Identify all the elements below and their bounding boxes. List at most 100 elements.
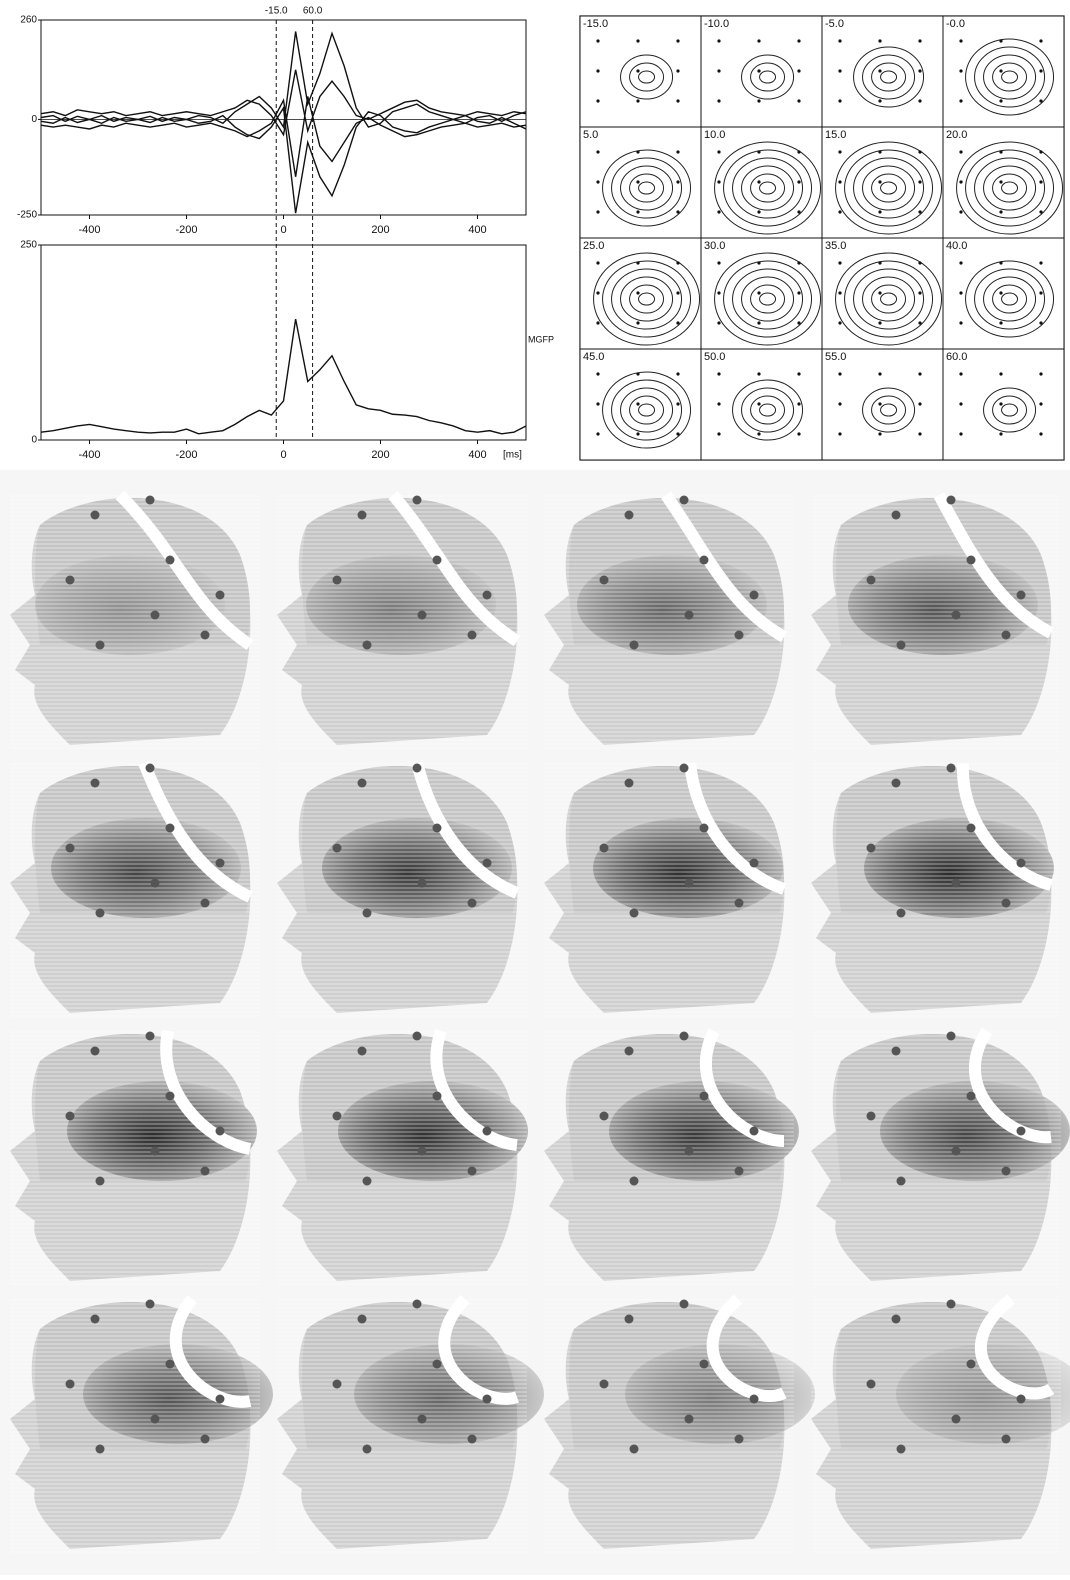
electrode <box>1002 1435 1011 1444</box>
electrode-dot <box>636 432 639 435</box>
contour-map: 55.0 <box>822 349 943 460</box>
electrode <box>897 1445 906 1454</box>
scan-lines <box>10 1299 260 1554</box>
x-tick-label: 0 <box>280 449 286 461</box>
electrode-dot <box>636 372 639 375</box>
scan-lines <box>277 1299 527 1554</box>
electrode-dot <box>1039 99 1042 102</box>
electrode <box>166 1360 175 1369</box>
electrode-dot <box>918 261 921 264</box>
contour-map: 50.0 <box>701 349 822 460</box>
electrode <box>735 1435 744 1444</box>
x-tick-label: 0 <box>280 224 286 236</box>
electrode-dot <box>676 402 679 405</box>
electrode-dot <box>878 69 881 72</box>
electrode-dot <box>636 291 639 294</box>
scan-lines <box>544 495 794 750</box>
electrode-dot <box>999 210 1002 213</box>
electrode-dot <box>797 180 800 183</box>
scan-lines <box>811 763 1061 1018</box>
head-map <box>277 1299 544 1554</box>
map-latency: 55.0 <box>825 351 846 363</box>
electrode-dot <box>636 210 639 213</box>
electrode <box>1002 631 1011 640</box>
electrode <box>952 1415 961 1424</box>
electrode <box>433 556 442 565</box>
electrode-dot <box>999 180 1002 183</box>
electrode-dot <box>757 99 760 102</box>
map-latency: 10.0 <box>704 129 725 141</box>
page: MGFP [ms] -2500260-400-20002004000250-40… <box>0 0 1070 1580</box>
electrode <box>897 641 906 650</box>
electrode-dot <box>878 291 881 294</box>
electrode-dot <box>878 99 881 102</box>
electrode-dot <box>1039 150 1042 153</box>
electrode <box>680 764 689 773</box>
electrode <box>91 1315 100 1324</box>
electrode <box>483 591 492 600</box>
electrode-dot <box>717 321 720 324</box>
electrode-dot <box>838 180 841 183</box>
electrode-dot <box>878 432 881 435</box>
electrode <box>66 844 75 853</box>
electrode-dot <box>757 39 760 42</box>
electrode-dot <box>717 210 720 213</box>
scan-lines <box>10 495 260 750</box>
electrode-dot <box>878 180 881 183</box>
electrode-dot <box>636 39 639 42</box>
electrode <box>66 1380 75 1389</box>
contour-map: 10.0 <box>701 127 822 238</box>
electrode <box>151 1147 160 1156</box>
electrode-dot <box>636 402 639 405</box>
x-tick-label: 400 <box>468 224 486 236</box>
electrode <box>413 1032 422 1041</box>
electrode <box>685 1147 694 1156</box>
map-latency: -15.0 <box>583 18 608 30</box>
electrode <box>892 511 901 520</box>
electrode-dot <box>797 261 800 264</box>
scan-lines <box>811 495 1061 750</box>
electrode <box>600 844 609 853</box>
electrode-dot <box>636 69 639 72</box>
electrode-dot <box>918 99 921 102</box>
electrode-dot <box>797 39 800 42</box>
electrode <box>166 824 175 833</box>
electrode-dot <box>1039 291 1042 294</box>
electrode <box>735 899 744 908</box>
electrode <box>892 1315 901 1324</box>
electrode-dot <box>797 291 800 294</box>
scan-lines <box>277 763 527 1018</box>
electrode <box>146 764 155 773</box>
electrode-dot <box>838 210 841 213</box>
electrode <box>625 1315 634 1324</box>
electrode-dot <box>999 99 1002 102</box>
electrode-dot <box>717 402 720 405</box>
x-axis-label: [ms] <box>503 450 522 461</box>
electrode <box>700 556 709 565</box>
electrode <box>363 641 372 650</box>
electrode-dot <box>757 321 760 324</box>
electrode-dot <box>596 372 599 375</box>
electrode-dot <box>838 150 841 153</box>
electrode <box>735 631 744 640</box>
electrode <box>967 824 976 833</box>
electrode <box>700 1092 709 1101</box>
electrode-dot <box>757 69 760 72</box>
electrode <box>685 879 694 888</box>
electrode-dot <box>959 402 962 405</box>
electrode <box>66 1112 75 1121</box>
electrode-dot <box>717 150 720 153</box>
electrode-dot <box>797 210 800 213</box>
y-tick-label: 250 <box>20 240 37 251</box>
electrode-dot <box>797 69 800 72</box>
head-map <box>544 763 794 1018</box>
electrode <box>201 899 210 908</box>
electrode <box>952 1147 961 1156</box>
electrode-dot <box>717 372 720 375</box>
electrode <box>91 511 100 520</box>
electrode <box>750 1127 759 1136</box>
x-tick-label: -200 <box>175 224 197 236</box>
electrode-dot <box>1039 372 1042 375</box>
head-map <box>277 1031 528 1286</box>
electrode-dot <box>757 150 760 153</box>
